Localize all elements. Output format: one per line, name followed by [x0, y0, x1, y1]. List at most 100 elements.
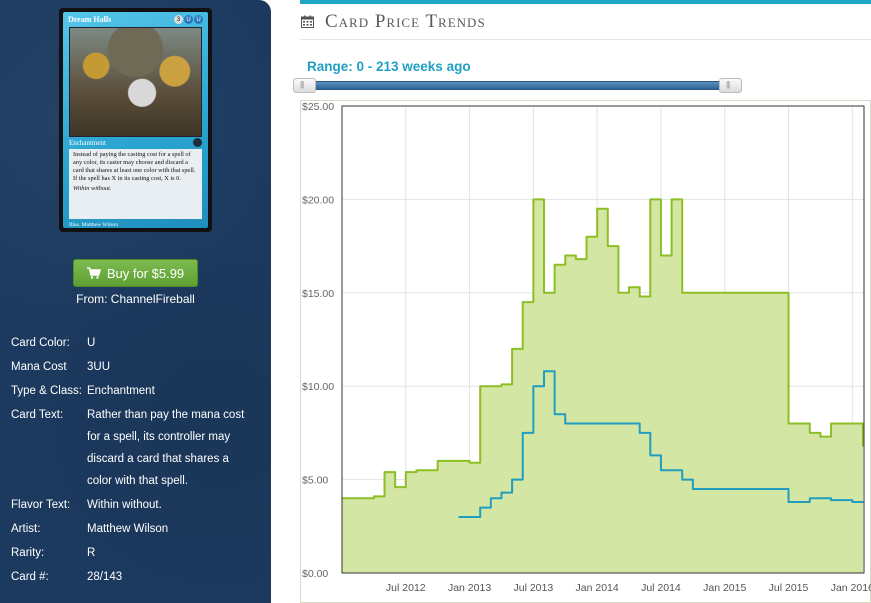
series-1-point: [638, 432, 641, 434]
detail-value: Rather than pay the mana cost for a spel…: [87, 409, 245, 487]
series-1-point: [490, 497, 492, 500]
detail-label: Card Color:: [11, 337, 70, 349]
detail-row-card-number: Card #: 28/143: [11, 566, 262, 588]
series-0-point: [649, 198, 652, 201]
series-1-point: [734, 488, 737, 490]
detail-label: Type & Class:: [11, 385, 82, 397]
series-1-point: [500, 491, 503, 494]
series-0-point: [808, 432, 811, 434]
series-0-point: [383, 471, 386, 473]
series-0-point: [436, 460, 439, 462]
y-tick-label: $10.00: [302, 381, 334, 393]
y-tick-label: $15.00: [302, 288, 334, 300]
series-0-point: [851, 422, 854, 425]
page-title: Card Price Trends: [325, 11, 486, 32]
mana-symbol-blue: U: [184, 15, 193, 24]
detail-value: R: [87, 547, 96, 559]
series-1-point: [787, 501, 790, 503]
series-0-point: [575, 258, 577, 260]
detail-label: Artist:: [11, 523, 41, 535]
detail-label: Flavor Text:: [11, 499, 71, 511]
x-tick-label: Jul 2015: [769, 582, 809, 594]
series-1-point: [458, 516, 460, 518]
series-1-point: [468, 516, 471, 518]
mana-symbol-blue: U: [194, 15, 203, 24]
shopping-cart-icon: [86, 267, 101, 279]
x-tick-label: Jul 2012: [386, 582, 426, 594]
card-name: Dream Halls: [68, 15, 112, 24]
series-0-point: [755, 292, 758, 294]
detail-value: Enchantment: [87, 385, 155, 397]
card-image: Dream Halls 3 U U Enchantment Instead of…: [59, 8, 212, 232]
series-0-point: [819, 435, 822, 438]
series-0-point: [596, 207, 598, 210]
series-1-point: [660, 469, 662, 472]
buy-button[interactable]: Buy for $5.99: [73, 259, 198, 287]
series-0-point: [415, 469, 418, 472]
series-0-point: [394, 486, 396, 488]
series-0-point: [543, 292, 545, 294]
detail-row-color: Card Color: U: [11, 332, 262, 354]
series-0-point: [830, 422, 832, 425]
card-info-panel: Dream Halls 3 U U Enchantment Instead of…: [0, 0, 271, 603]
title-divider: [300, 39, 871, 40]
y-tick-label: $0.00: [302, 568, 328, 580]
series-0-point: [617, 292, 620, 294]
x-tick-label: Jan 2015: [703, 582, 746, 594]
series-0-point: [777, 292, 779, 294]
card-text-box: Instead of paying the casting cost for a…: [69, 149, 202, 219]
series-0-point: [373, 495, 375, 498]
series-0-point: [585, 235, 588, 238]
y-tick-label: $25.00: [302, 101, 334, 113]
series-0-area: [342, 199, 863, 573]
series-1-point: [543, 370, 545, 373]
detail-label: Mana Cost: [11, 361, 67, 373]
series-0-point: [404, 471, 407, 473]
range-label: Range: 0 - 213 weeks ago: [307, 59, 471, 74]
series-1-point: [862, 501, 864, 503]
x-tick-label: Jan 2014: [576, 582, 619, 594]
range-slider-track[interactable]: [300, 81, 739, 90]
y-tick-label: $20.00: [302, 194, 334, 206]
set-symbol-icon: [193, 138, 202, 147]
buy-button-label: Buy for $5.99: [106, 265, 185, 281]
series-0-point: [681, 292, 684, 294]
card-flavor-text: Within without.: [73, 185, 112, 192]
range-slider-handle-end[interactable]: [719, 78, 742, 93]
series-0-point: [660, 254, 662, 257]
detail-value: U: [87, 337, 96, 349]
card-art: [69, 27, 202, 137]
buy-vendor: From: ChannelFireball: [76, 292, 195, 306]
series-0-point: [553, 263, 556, 266]
detail-row-type: Type & Class: Enchantment: [11, 380, 262, 402]
plot-border: [341, 105, 865, 574]
series-0-point: [862, 445, 864, 447]
series-1-point: [808, 497, 811, 500]
series-0-point: [628, 286, 630, 288]
series-0-point: [500, 383, 503, 386]
series-1-point: [649, 454, 652, 457]
accent-bar: [300, 0, 871, 4]
range-slider-handle-start[interactable]: [293, 78, 316, 93]
detail-value: Matthew Wilson: [87, 523, 169, 535]
series-1-point: [777, 488, 779, 490]
card-type-line: Enchantment: [69, 139, 106, 147]
price-trend-chart: $0.00 $5.00 $10.00 $15.00 $20.00 $25.00 Jul 20…: [302, 101, 871, 594]
series-0-point: [479, 385, 482, 388]
detail-row-card-text: Card Text: Rather than pay the mana cost…: [11, 404, 255, 492]
series-1-point: [681, 478, 684, 481]
series-0-point: [521, 301, 524, 303]
series-1-point: [628, 422, 630, 425]
series-0-point: [638, 295, 641, 298]
series-0-point: [511, 348, 513, 350]
detail-value: 28/143: [87, 571, 123, 583]
series-1-point: [564, 422, 567, 425]
x-tick-label: Jul 2013: [514, 582, 554, 594]
detail-row-mana-cost: Mana Cost 3UU: [11, 356, 262, 378]
series-1-point: [596, 422, 598, 425]
card-rules-text: Instead of paying the casting cost for a…: [73, 151, 196, 182]
series-0-point: [606, 245, 609, 247]
detail-label: Rarity:: [11, 547, 45, 559]
mana-symbol-generic: 3: [174, 15, 183, 24]
series-0-point: [532, 198, 535, 201]
